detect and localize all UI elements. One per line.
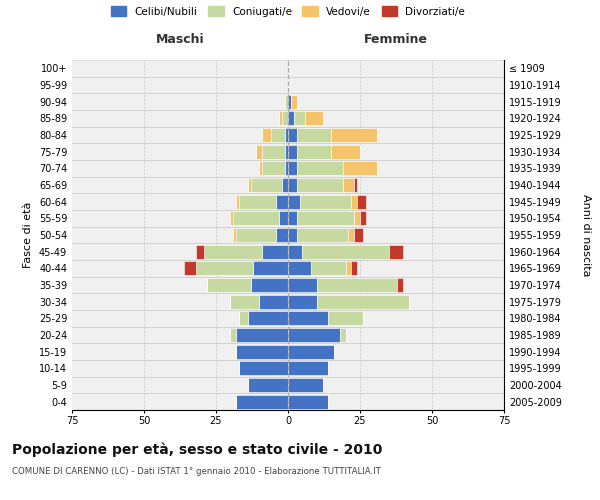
Bar — [354, 178, 357, 192]
Bar — [196, 261, 253, 276]
Bar — [280, 211, 288, 226]
Bar — [331, 128, 377, 142]
Bar — [285, 162, 288, 175]
Bar — [196, 244, 205, 259]
Bar — [239, 194, 277, 209]
Bar — [294, 112, 305, 126]
Bar — [288, 344, 334, 359]
Bar — [349, 228, 354, 242]
Bar — [239, 311, 248, 326]
Bar — [248, 178, 251, 192]
Bar — [354, 211, 360, 226]
Bar — [288, 228, 296, 242]
Bar — [233, 211, 280, 226]
Bar — [285, 128, 288, 142]
Bar — [354, 228, 363, 242]
Bar — [262, 128, 271, 142]
Bar — [236, 194, 239, 209]
Bar — [282, 112, 288, 126]
Bar — [296, 144, 331, 159]
Bar — [230, 294, 259, 308]
Bar — [236, 228, 277, 242]
Bar — [184, 261, 196, 276]
Bar — [340, 328, 346, 342]
Bar — [285, 144, 288, 159]
Bar — [233, 228, 236, 242]
Bar — [277, 194, 288, 209]
Bar — [288, 378, 323, 392]
Bar — [251, 178, 282, 192]
Bar — [288, 194, 299, 209]
Bar — [305, 112, 323, 126]
Bar — [253, 261, 288, 276]
Bar — [262, 144, 285, 159]
Bar — [343, 162, 377, 175]
Bar — [288, 244, 302, 259]
Bar — [271, 128, 285, 142]
Bar — [236, 344, 288, 359]
Bar — [296, 211, 354, 226]
Bar — [296, 162, 343, 175]
Bar — [288, 261, 311, 276]
Bar — [317, 278, 397, 292]
Bar — [236, 328, 288, 342]
Text: COMUNE DI CARENNO (LC) - Dati ISTAT 1° gennaio 2010 - Elaborazione TUTTITALIA.IT: COMUNE DI CARENNO (LC) - Dati ISTAT 1° g… — [12, 468, 381, 476]
Bar — [302, 244, 389, 259]
Bar — [251, 278, 288, 292]
Bar — [259, 294, 288, 308]
Bar — [239, 361, 288, 376]
Bar — [230, 328, 236, 342]
Bar — [288, 211, 296, 226]
Bar — [296, 128, 331, 142]
Bar — [208, 278, 251, 292]
Bar — [296, 178, 343, 192]
Bar — [288, 112, 294, 126]
Bar — [285, 94, 288, 109]
Bar — [248, 378, 288, 392]
Bar — [288, 278, 317, 292]
Bar — [288, 128, 296, 142]
Bar — [288, 94, 291, 109]
Bar — [288, 294, 317, 308]
Bar — [288, 162, 296, 175]
Bar — [288, 328, 340, 342]
Bar — [288, 178, 296, 192]
Bar — [389, 244, 403, 259]
Legend: Celibi/Nubili, Coniugati/e, Vedovi/e, Divorziati/e: Celibi/Nubili, Coniugati/e, Vedovi/e, Di… — [107, 2, 469, 21]
Bar — [262, 244, 288, 259]
Bar — [236, 394, 288, 409]
Bar — [317, 294, 409, 308]
Bar — [205, 244, 262, 259]
Bar — [288, 144, 296, 159]
Y-axis label: Fasce di età: Fasce di età — [23, 202, 33, 268]
Bar — [296, 228, 349, 242]
Bar — [360, 211, 366, 226]
Bar — [346, 261, 352, 276]
Bar — [311, 261, 346, 276]
Text: Femmine: Femmine — [364, 33, 428, 46]
Bar — [288, 311, 328, 326]
Bar — [357, 194, 366, 209]
Bar — [277, 228, 288, 242]
Y-axis label: Anni di nascita: Anni di nascita — [581, 194, 591, 276]
Text: Popolazione per età, sesso e stato civile - 2010: Popolazione per età, sesso e stato civil… — [12, 442, 382, 457]
Bar — [230, 211, 233, 226]
Bar — [397, 278, 403, 292]
Bar — [291, 94, 296, 109]
Bar — [248, 311, 288, 326]
Bar — [352, 261, 357, 276]
Bar — [299, 194, 352, 209]
Bar — [343, 178, 354, 192]
Bar — [331, 144, 360, 159]
Bar — [262, 162, 285, 175]
Bar — [328, 311, 363, 326]
Bar — [282, 178, 288, 192]
Bar — [259, 162, 262, 175]
Bar — [288, 361, 328, 376]
Bar — [256, 144, 262, 159]
Bar — [280, 112, 282, 126]
Text: Maschi: Maschi — [155, 33, 205, 46]
Bar — [288, 394, 328, 409]
Bar — [352, 194, 357, 209]
